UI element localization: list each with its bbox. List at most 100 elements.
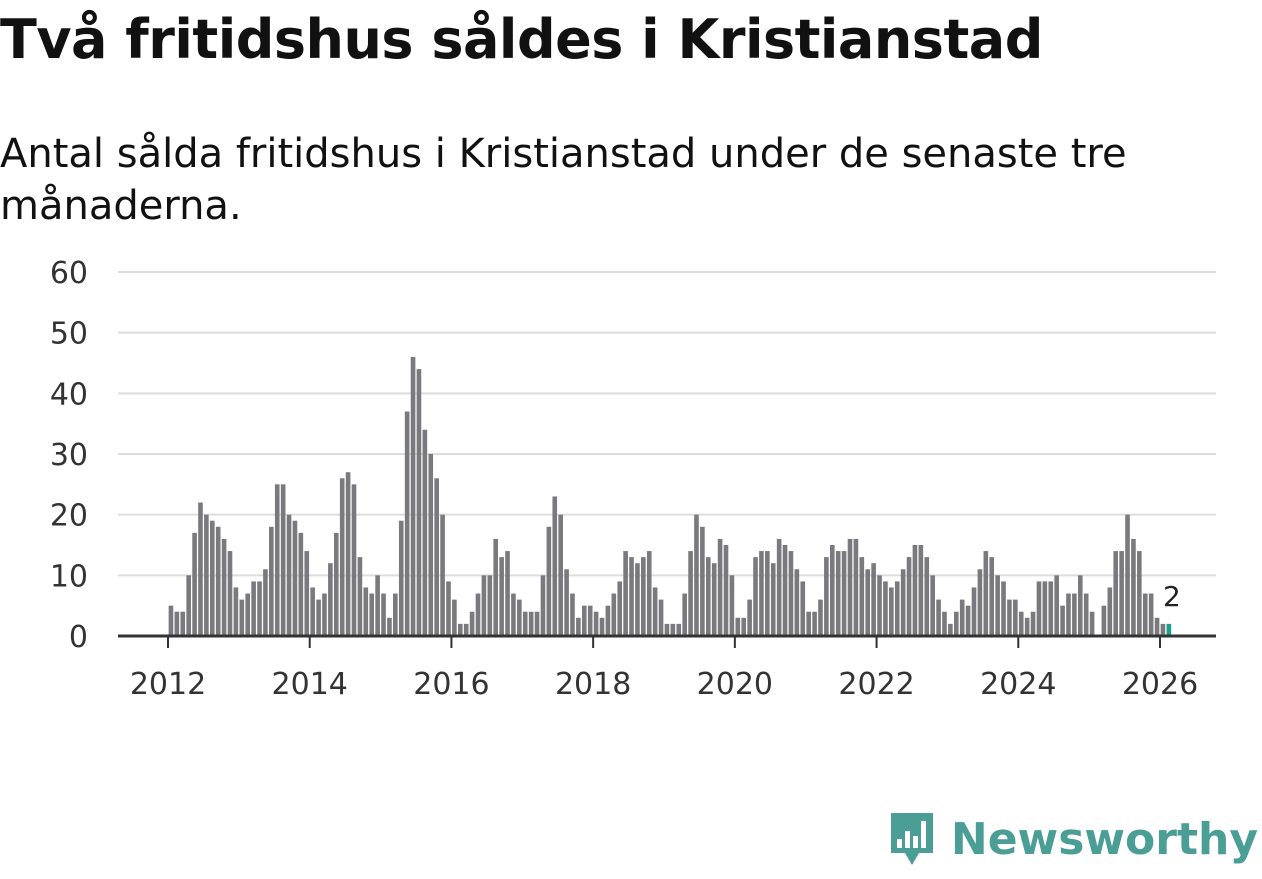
bar [711, 563, 717, 636]
bar [605, 605, 611, 636]
bar [694, 514, 699, 636]
bar [345, 472, 351, 636]
chart-subtitle: Antal sålda fritidshus i Kristianstad un… [0, 131, 1127, 229]
bar [517, 599, 522, 636]
bar [1113, 551, 1119, 636]
bar [788, 551, 794, 636]
bar [422, 429, 428, 636]
bar [948, 623, 953, 636]
bar [611, 593, 617, 636]
bar [286, 514, 292, 636]
bar [499, 557, 504, 636]
bar [393, 593, 398, 636]
bar [977, 569, 983, 636]
bar [1107, 587, 1113, 636]
bar [924, 557, 930, 636]
bar [257, 581, 262, 636]
bar [505, 551, 510, 636]
bar [800, 581, 806, 636]
bar [1137, 551, 1142, 636]
bar [806, 611, 811, 636]
bar [528, 611, 534, 636]
bar [1042, 581, 1048, 636]
bar [1154, 617, 1160, 636]
bar [428, 454, 434, 636]
bar [599, 617, 605, 636]
bar [835, 551, 841, 636]
bar [1036, 581, 1042, 636]
bar [1018, 611, 1024, 636]
bar [587, 605, 593, 636]
bar [540, 575, 546, 636]
bar [511, 593, 516, 636]
bar [930, 575, 935, 636]
x-tick-label: 2024 [980, 667, 1056, 702]
bar [357, 557, 363, 636]
bar [475, 593, 481, 636]
bar [1166, 623, 1172, 636]
bar [1125, 514, 1130, 636]
bar [871, 563, 876, 636]
bar [469, 611, 475, 636]
bar [1066, 593, 1071, 636]
bar [446, 581, 451, 636]
bar [487, 575, 493, 636]
bar [782, 545, 788, 636]
bar [263, 569, 268, 636]
bar [310, 587, 315, 636]
x-tick-label: 2026 [1122, 667, 1198, 702]
bar [682, 593, 687, 636]
bar [198, 502, 203, 636]
bar [186, 575, 191, 636]
bar [989, 557, 995, 636]
bar [859, 557, 865, 636]
bar [824, 557, 829, 636]
bar [741, 617, 747, 636]
bar [463, 623, 469, 636]
bar [375, 575, 380, 636]
bar [829, 545, 835, 636]
bar [192, 532, 197, 636]
bar [481, 575, 487, 636]
bar [333, 532, 339, 636]
bar [440, 514, 445, 636]
bar [889, 587, 894, 636]
y-tick-label: 50 [50, 317, 88, 352]
bar [1072, 593, 1077, 636]
bar [221, 538, 227, 636]
bar [818, 599, 823, 636]
bar [765, 551, 770, 636]
bar [398, 520, 404, 636]
bar [416, 369, 422, 636]
bar [174, 611, 180, 636]
bar [894, 581, 900, 636]
bar [971, 587, 977, 636]
bar [581, 605, 587, 636]
x-tick-label: 2020 [697, 667, 773, 702]
bar [304, 551, 310, 636]
bar [965, 605, 971, 636]
bar [168, 605, 174, 636]
bar [493, 538, 499, 636]
data-label: 2 [1163, 580, 1181, 613]
bar [1142, 593, 1148, 636]
bar [658, 599, 664, 636]
bar [1048, 581, 1054, 636]
bar [404, 411, 410, 636]
bar [280, 484, 286, 636]
bar [552, 496, 558, 636]
bar [434, 478, 439, 636]
bar [705, 557, 711, 636]
x-tick-label: 2018 [555, 667, 631, 702]
y-tick-label: 20 [50, 499, 88, 534]
brand-name: Newsworthy [950, 813, 1258, 865]
bar [1160, 623, 1166, 636]
bar [847, 538, 853, 636]
bar [239, 599, 245, 636]
newsworthy-brand[interactable]: Newsworthy [887, 809, 1258, 869]
bar [676, 623, 682, 636]
bar [227, 551, 233, 636]
bar-chart: 0 10 20 30 40 50 60 2012 2014 2016 2018 2020 2022 202… [50, 256, 1216, 702]
bar [912, 545, 918, 636]
bar [776, 538, 782, 636]
